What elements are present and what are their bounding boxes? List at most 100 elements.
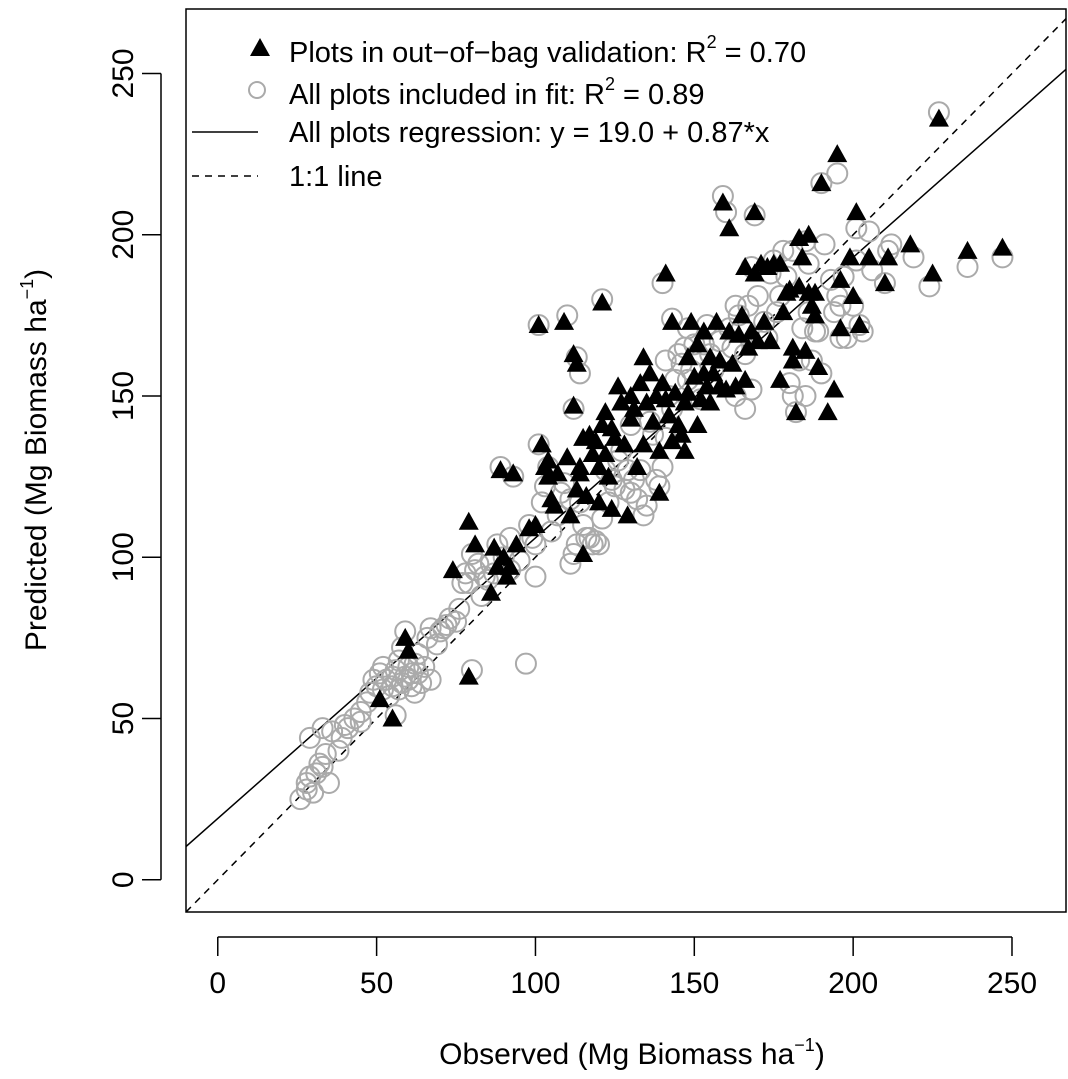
oob-point [620,386,641,404]
oob-point [604,427,625,446]
oob-point [928,108,949,127]
oob-point [805,282,826,301]
y-tick-label: 0 [107,871,140,888]
oob-point [554,311,575,330]
oob-point [458,666,479,685]
legend: Plots in out−of−bag validation: R2 = 0.7… [192,32,806,193]
oob-point [760,331,781,350]
fit-point [619,481,642,504]
fit-point [826,162,849,185]
fit-point [794,385,817,407]
oob-point [503,463,524,482]
oob-point [859,247,880,266]
oob-point [611,392,632,411]
oob-point [538,450,559,469]
fit-point [835,326,858,349]
oob-point [633,434,654,453]
oob-point [592,292,613,311]
oob-point [500,556,521,575]
oob-point [369,689,390,708]
fit-point [858,220,881,243]
oob-point [442,560,463,579]
fit-point [813,233,836,256]
oob-point [617,505,638,524]
oob-points [369,108,1013,727]
y-tick-label: 250 [107,48,140,98]
fit-point [314,742,337,765]
oob-point [674,392,695,411]
oob-point [735,369,756,388]
oob-point [674,440,695,459]
oob-point [566,479,587,498]
fit-point [635,494,658,517]
oob-point [830,318,851,337]
oob-point [652,373,673,392]
oob-point [576,485,597,504]
x-axis: 0 50 100 150 200 250 [209,936,1037,1000]
oob-point [547,463,568,482]
oob-point [773,302,794,321]
oob-point [643,411,664,430]
oob-point [588,456,609,475]
oob-point [649,482,670,501]
oob-point [677,347,698,366]
oob-point [706,311,727,330]
oob-point [849,315,870,334]
oob-point [480,582,501,601]
fit-point [581,533,604,556]
oob-point [722,353,743,372]
oob-point [770,369,791,388]
oob-point [922,263,943,282]
oob-point [569,463,590,482]
y-tick-label: 200 [107,210,140,260]
fit-point [451,572,474,595]
oob-point [595,402,616,421]
oob-point [627,456,648,475]
fit-point [791,317,814,340]
oob-point [566,353,587,372]
oob-point [795,340,816,359]
fit-point [311,755,334,778]
oob-point [789,276,810,295]
fit-point [559,552,582,575]
oob-point [588,492,609,511]
oob-point [639,363,660,382]
fit-point [584,530,607,553]
oob-point [649,440,670,459]
oob-point [671,424,692,443]
oob-point [636,392,657,411]
oob-point [747,331,768,350]
oob-point [525,515,546,533]
oob-point [709,350,730,369]
oob-point [677,382,698,401]
fit-point [349,710,372,733]
x-tick-label: 100 [510,967,560,1000]
legend-oob-label: Plots in out−of−bag validation: R2 = 0.7… [289,32,806,69]
oob-point [824,379,845,398]
oob-point [662,431,683,450]
fit-point [425,633,448,656]
oob-point [620,408,641,427]
fit-point [734,397,757,420]
x-tick-label: 200 [828,967,878,1000]
legend-identity-label: 1:1 line [289,161,383,193]
oob-point [830,269,851,288]
fit-point [311,717,334,740]
fit-point [410,672,433,695]
oob-point [900,234,921,253]
oob-point [665,382,686,401]
fit-point [823,301,846,324]
fit-point [956,256,979,278]
oob-point [754,311,775,330]
oob-point [633,347,654,366]
fit-point [527,433,550,456]
oob-point [785,402,806,421]
oob-point [744,263,765,282]
oob-point [484,537,505,556]
y-tick-label: 50 [107,702,140,735]
oob-point [693,321,714,340]
oob-point [465,534,486,553]
oob-point [655,263,676,282]
oob-point [582,444,603,463]
oob-point [744,202,765,221]
